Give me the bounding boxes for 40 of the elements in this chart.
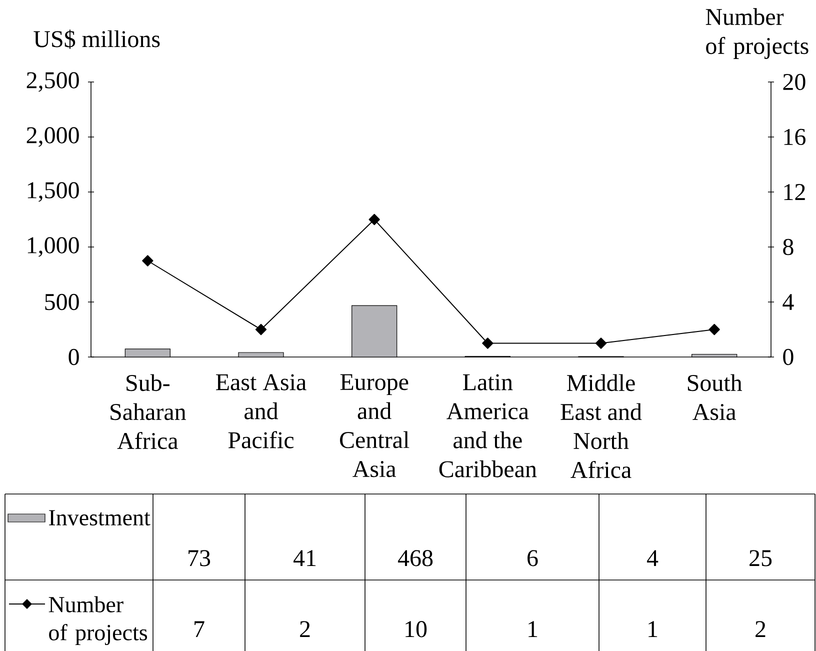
y2-axis-title: Number of projects xyxy=(706,8,808,59)
data-label: 1 xyxy=(648,621,658,637)
point xyxy=(142,255,154,266)
y2-tick-label: 20 xyxy=(783,74,806,90)
x-tick-label: East Asia and Pacific xyxy=(216,374,306,448)
data-label: 10 xyxy=(406,621,427,638)
data-label: 7 xyxy=(194,621,204,637)
data-label: 4 xyxy=(646,550,658,566)
data-label: 1 xyxy=(528,621,538,637)
legend-label: Number of projects xyxy=(48,596,148,646)
data-label: 2 xyxy=(756,621,766,637)
x-tick-label: Europe and Central Asia xyxy=(340,374,410,478)
x-tick-label: Latin America and the Caribbean xyxy=(439,374,537,478)
y2-tick-label: 12 xyxy=(784,184,805,200)
point xyxy=(482,338,494,349)
x-tick-label: South Asia xyxy=(688,374,742,420)
data-label: 2 xyxy=(300,621,310,637)
point xyxy=(595,338,607,349)
y-tick-label: 0 xyxy=(68,348,79,366)
y-tick-label: 2,500 xyxy=(26,72,79,92)
point xyxy=(255,324,267,336)
y2-tick-label: 0 xyxy=(783,348,794,366)
data-label: 25 xyxy=(750,550,772,566)
y-tick-label: 1,500 xyxy=(28,182,79,202)
y-tick-label: 2,000 xyxy=(26,127,79,147)
x-tick-label: Sub-Saharan Africa xyxy=(110,374,186,450)
data-label: 6 xyxy=(528,550,538,566)
data-label: 41 xyxy=(293,550,316,566)
y2-tick-label: 16 xyxy=(784,128,806,146)
y-axis-title: US$ millions xyxy=(34,30,160,49)
data-label: 73 xyxy=(188,550,210,566)
y-tick-label: 1,000 xyxy=(28,237,79,257)
y-tick-label: 500 xyxy=(45,294,79,310)
legend-label: Investment xyxy=(49,510,150,526)
y2-tick-label: 4 xyxy=(782,294,794,310)
data-label: 468 xyxy=(398,550,433,566)
point xyxy=(368,214,380,226)
point xyxy=(708,324,720,336)
y2-tick-label: 8 xyxy=(783,238,794,256)
x-tick-label: Middle East and North Africa xyxy=(560,374,642,478)
